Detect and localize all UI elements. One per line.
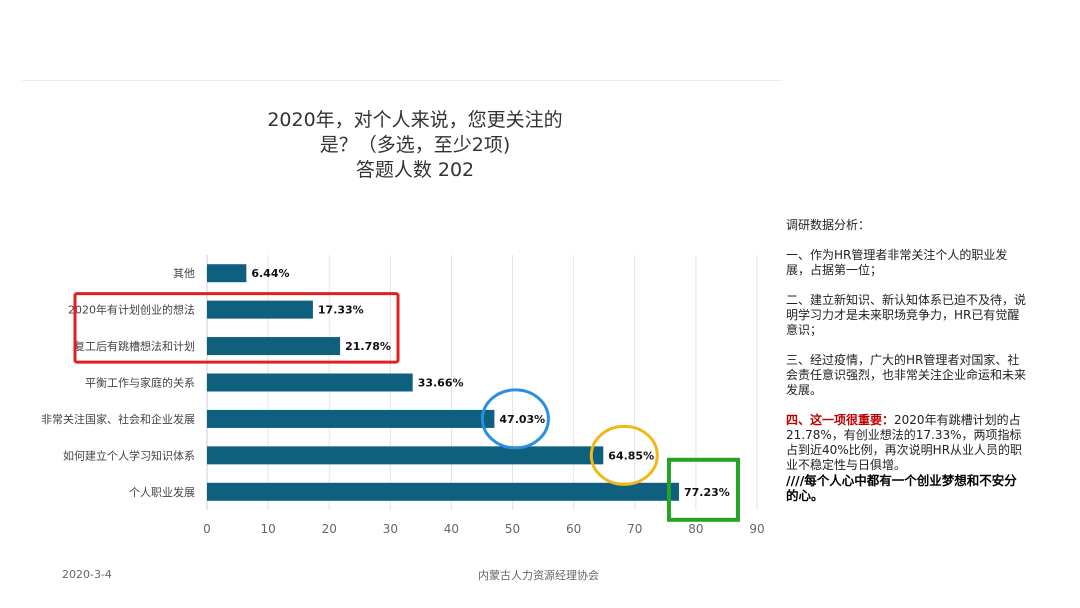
analysis-point-4-prefix: 四、 [786, 413, 811, 427]
x-tick-label: 90 [749, 522, 764, 536]
highlight-rect-red [73, 292, 400, 364]
bar [207, 446, 604, 465]
footer-date: 2020-3-4 [62, 568, 112, 581]
analysis-heading: 调研数据分析： [786, 218, 871, 232]
category-label: 2020年有计划创业的想法 [68, 303, 195, 317]
highlight-rect-green [666, 457, 740, 522]
highlight-circle-yellow [589, 424, 659, 486]
chart-title-line-3: 答题人数 202 [355, 159, 475, 181]
category-label: 个人职业发展 [129, 485, 195, 499]
bar [207, 264, 247, 283]
analysis-point-3: 三、经过疫情，广大的HR管理者对国家、社会责任意识强烈，也非常关注企业命运和未来… [786, 353, 1027, 397]
bar [207, 409, 495, 428]
x-tick-label: 20 [322, 522, 337, 536]
chart-title: 2020年，对个人来说，您更关注的 是？（多选，至少2项) 答题人数 202 [250, 108, 580, 183]
x-tick-label: 70 [627, 522, 642, 536]
highlight-circle-blue [480, 388, 550, 450]
footer-org: 内蒙古人力资源经理协会 [478, 569, 599, 582]
analysis-point-1: 一、作为HR管理者非常关注个人的职业发展，占据第一位； [786, 248, 1008, 277]
x-tick-label: 30 [383, 522, 398, 536]
data-label: 47.03% [499, 413, 545, 426]
category-label: 平衡工作与家庭的关系 [85, 376, 195, 390]
bar [207, 373, 413, 392]
x-tick-label: 60 [566, 522, 581, 536]
x-tick-label: 40 [444, 522, 459, 536]
category-label: 非常关注国家、社会和企业发展 [41, 412, 195, 426]
bar [207, 337, 341, 356]
bar [207, 482, 679, 501]
analysis-point-4-body: 2020年有跳槽计划的占21.78%，有创业想法的17.33%，两项指标占到近4… [786, 413, 1023, 472]
category-label: 复工后有跳槽想法和计划 [74, 339, 195, 353]
analysis-point-4-highlight: 这一项很重要： [810, 413, 895, 427]
analysis-point-4: 四、这一项很重要：2020年有跳槽计划的占21.78%，有创业想法的17.33%… [786, 413, 1026, 473]
bar [207, 300, 313, 319]
x-tick-label: 0 [203, 522, 211, 536]
category-label: 其他 [173, 267, 195, 280]
x-tick-label: 50 [505, 522, 520, 536]
data-label: 64.85% [608, 449, 654, 462]
header-divider [22, 80, 782, 81]
data-label: 6.44% [251, 267, 289, 280]
x-tick-label: 10 [260, 522, 275, 536]
category-label: 如何建立个人学习知识体系 [63, 448, 195, 462]
analysis-point-2: 二、建立新知识、新认知体系已迫不及待，说明学习力才是未来职场竞争力，HR已有觉醒… [786, 293, 1027, 337]
analysis-conclusion: ////每个人心中都有一个创业梦想和不安分的心。 [786, 473, 1017, 503]
chart-title-line-2: 是？（多选，至少2项) [319, 134, 511, 156]
data-label: 33.66% [418, 377, 464, 390]
data-label: 21.78% [345, 340, 391, 353]
data-label: 17.33% [318, 304, 364, 317]
data-label: 77.23% [684, 486, 730, 499]
analysis-panel: 调研数据分析： 一、作为HR管理者非常关注个人的职业发展，占据第一位； 二、建立… [786, 218, 1026, 503]
chart-title-line-1: 2020年，对个人来说，您更关注的 [267, 109, 563, 131]
x-tick-label: 80 [688, 522, 703, 536]
bar-chart: 0 10 20 30 40 50 60 70 80 90 其他 6.44% 2020年有计划创业的想法 1… [41, 255, 765, 536]
